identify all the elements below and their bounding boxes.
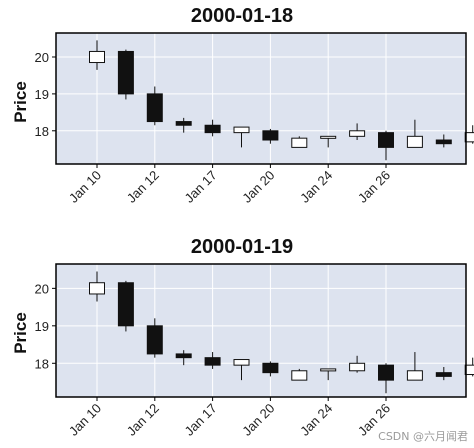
x-tick-label: Jan 24 bbox=[297, 401, 335, 439]
candle-body bbox=[291, 137, 308, 148]
y-tick-label: 18 bbox=[35, 124, 49, 139]
candle bbox=[204, 119, 221, 137]
candle-body bbox=[233, 126, 250, 134]
candle-body bbox=[378, 364, 394, 381]
candle-body bbox=[204, 357, 221, 366]
candle bbox=[262, 361, 279, 377]
candle-body bbox=[204, 124, 221, 134]
candle bbox=[435, 134, 452, 148]
candle bbox=[464, 125, 474, 144]
x-tick-label: Jan 26 bbox=[355, 168, 393, 206]
candle bbox=[378, 130, 394, 161]
plot-frame-1 bbox=[55, 32, 467, 165]
y-ticks-2: 18 19 20 bbox=[35, 281, 56, 371]
candle bbox=[349, 355, 366, 373]
candle-body bbox=[320, 368, 337, 372]
candle-body bbox=[349, 362, 366, 372]
chart-title-2: 2000-01-19 bbox=[191, 236, 293, 258]
x-tick-label: Jan 12 bbox=[124, 401, 162, 439]
y-tick-label: 18 bbox=[35, 356, 49, 371]
candles-1 bbox=[89, 40, 474, 161]
x-tick-label: Jan 17 bbox=[182, 401, 220, 439]
x-tick-label: Jan 24 bbox=[297, 168, 335, 206]
candle bbox=[233, 126, 250, 148]
candle-body bbox=[464, 364, 474, 376]
candle-body bbox=[175, 353, 192, 359]
watermark: CSDN @六月闻君 bbox=[378, 430, 468, 443]
candle bbox=[117, 49, 134, 100]
candle-body bbox=[89, 282, 105, 295]
candle-body bbox=[175, 121, 192, 126]
candle-body bbox=[146, 93, 163, 123]
candle bbox=[291, 136, 308, 148]
candle bbox=[89, 271, 105, 302]
y-axis-label-2: Price bbox=[11, 312, 30, 354]
candle-body bbox=[435, 372, 452, 377]
candle bbox=[435, 367, 452, 381]
candle bbox=[262, 128, 279, 144]
x-tick-label: Jan 10 bbox=[66, 401, 104, 439]
y-tick-label: 19 bbox=[35, 87, 49, 102]
y-tick-label: 19 bbox=[35, 319, 49, 334]
candle bbox=[406, 352, 423, 381]
candle-body bbox=[464, 132, 474, 143]
x-ticks-1: Jan 10 Jan 12 Jan 17 Jan 20 Jan 24 Jan 26 bbox=[66, 164, 393, 206]
candle-body bbox=[117, 50, 134, 95]
candle bbox=[291, 368, 308, 381]
candle-body bbox=[262, 362, 279, 374]
chart-panel-2: 2000-01-19 Price 18 19 20 Jan 10 Jan 12 Jan … bbox=[11, 236, 474, 439]
candle bbox=[464, 357, 474, 377]
candle bbox=[349, 123, 366, 141]
x-tick-label: Jan 17 bbox=[182, 168, 220, 206]
candle-body bbox=[146, 325, 163, 355]
candle bbox=[175, 350, 192, 366]
candles-2 bbox=[89, 271, 474, 394]
candle-body bbox=[320, 135, 337, 139]
candle-body bbox=[117, 282, 134, 327]
candle bbox=[320, 135, 337, 148]
candle bbox=[204, 352, 221, 369]
candle bbox=[117, 280, 134, 332]
candle-body bbox=[406, 370, 423, 381]
candle-body bbox=[262, 130, 279, 141]
svg-text:Price: Price bbox=[11, 312, 30, 354]
candle-body bbox=[291, 370, 308, 381]
x-ticks-2: Jan 10 Jan 12 Jan 17 Jan 20 Jan 24 Jan 26 bbox=[66, 397, 393, 439]
candle bbox=[146, 86, 163, 126]
plot-frame-2 bbox=[55, 263, 467, 398]
candle-body bbox=[349, 130, 366, 137]
candle-body bbox=[233, 359, 250, 366]
candle-body bbox=[406, 135, 423, 148]
chart-title-1: 2000-01-18 bbox=[191, 5, 293, 27]
candle bbox=[320, 368, 337, 381]
x-tick-label: Jan 20 bbox=[239, 401, 277, 439]
x-tick-label: Jan 12 bbox=[124, 168, 162, 206]
y-tick-label: 20 bbox=[35, 50, 49, 65]
candle bbox=[406, 119, 423, 148]
candle-body bbox=[89, 50, 105, 64]
plot-area-2 bbox=[56, 264, 466, 397]
y-axis-label-1: Price bbox=[11, 81, 30, 123]
x-tick-label: Jan 20 bbox=[239, 168, 277, 206]
candle bbox=[378, 363, 394, 394]
x-tick-label: Jan 10 bbox=[66, 168, 104, 206]
candle bbox=[89, 40, 105, 70]
y-ticks-1: 18 19 20 bbox=[35, 50, 56, 139]
candle-body bbox=[378, 132, 394, 148]
plot-area-1 bbox=[56, 33, 466, 164]
y-tick-label: 20 bbox=[35, 281, 49, 296]
candle bbox=[146, 318, 163, 358]
svg-text:Price: Price bbox=[11, 81, 30, 123]
candle-body bbox=[435, 139, 452, 145]
candle bbox=[175, 117, 192, 133]
candle bbox=[233, 359, 250, 381]
